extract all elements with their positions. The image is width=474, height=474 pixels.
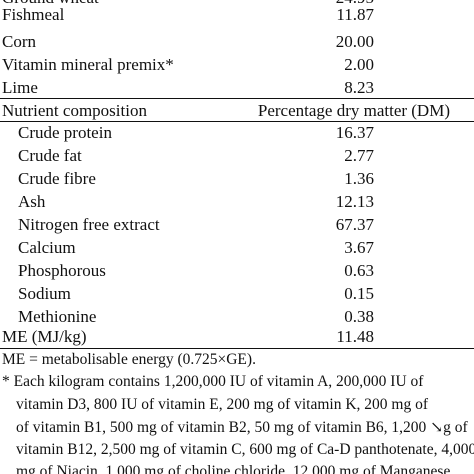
nutrient-row: Ash 12.13: [0, 190, 474, 214]
nutrient-row: Sodium 0.15: [0, 282, 474, 306]
nutrient-row: Calcium 3.67: [0, 236, 474, 260]
table-bottom-rule: [0, 348, 474, 349]
ingredient-label: Corn: [2, 32, 36, 51]
premix-footnote-line: of vitamin B1, 500 mg of vitamin B2, 50 …: [16, 419, 468, 436]
me-label: ME (MJ/kg): [2, 327, 87, 346]
nutrient-row: Nitrogen free extract 67.37: [0, 213, 474, 237]
nutrient-header-value: Percentage dry matter (DM): [257, 101, 450, 120]
clipped-ingredient-label: Ground wheat: [2, 0, 99, 10]
ingredient-label: Vitamin mineral premix*: [2, 55, 174, 74]
premix-footnote-line: mg of Niacin, 1,000 mg of choline chlori…: [16, 463, 455, 474]
ingredient-value: 20.00: [335, 32, 374, 51]
clipped-ingredient-row: Ground wheat 24.95: [0, 0, 474, 10]
nutrient-value: 2.77: [344, 146, 374, 165]
premix-footnote-line: vitamin B12, 2,500 mg of vitamin C, 600 …: [16, 441, 474, 458]
nutrient-header-label: Nutrient composition: [2, 101, 147, 120]
nutrient-row: Crude fibre 1.36: [0, 167, 474, 191]
nutrient-row: Methionine 0.38: [0, 305, 474, 329]
premix-footnote-line: * Each kilogram contains 1,200,000 IU of…: [2, 373, 424, 390]
me-row: ME (MJ/kg) 11.48: [0, 325, 474, 349]
nutrient-row: Crude protein 16.37: [0, 121, 474, 145]
ingredient-value: 11.87: [336, 5, 374, 24]
ingredient-row: Vitamin mineral premix* 2.00: [0, 53, 474, 77]
nutrient-row: Phosphorous 0.63: [0, 259, 474, 283]
clipped-ingredient-value: 24.95: [336, 0, 374, 10]
table-rule: [0, 98, 474, 99]
ingredient-label: Lime: [2, 78, 38, 97]
ingredient-value: 2.00: [344, 55, 374, 74]
nutrient-value: 3.67: [344, 238, 374, 257]
ingredient-value: 8.23: [344, 78, 374, 97]
nutrient-label: Nitrogen free extract: [18, 215, 160, 234]
nutrient-label: Sodium: [18, 284, 71, 303]
nutrient-value: 67.37: [335, 215, 374, 234]
ingredient-row: Fishmeal 11.87: [0, 3, 474, 27]
nutrient-row: Crude fat 2.77: [0, 144, 474, 168]
me-footnote: ME = metabolisable energy (0.725×GE).: [2, 351, 256, 368]
ingredient-label: Fishmeal: [2, 5, 65, 24]
nutrient-header-row: Nutrient composition Percentage dry matt…: [0, 99, 474, 123]
nutrient-label: Crude fibre: [18, 169, 96, 188]
table-rule: [0, 121, 474, 122]
ingredient-row: Lime 8.23: [0, 76, 474, 100]
nutrient-value: 0.15: [344, 284, 374, 303]
nutrient-value: 0.63: [344, 261, 374, 280]
nutrient-value: 1.36: [344, 169, 374, 188]
nutrient-label: Crude fat: [18, 146, 82, 165]
me-value: 11.48: [336, 327, 374, 346]
premix-footnote-line: vitamin D3, 800 IU of vitamin E, 200 mg …: [16, 396, 428, 413]
nutrient-label: Crude protein: [18, 123, 112, 142]
ingredient-row: Corn 20.00: [0, 30, 474, 54]
nutrient-value: 0.38: [344, 307, 374, 326]
nutrient-label: Phosphorous: [18, 261, 106, 280]
nutrient-label: Calcium: [18, 238, 76, 257]
nutrient-value: 12.13: [335, 192, 374, 211]
nutrient-label: Methionine: [18, 307, 97, 326]
nutrient-value: 16.37: [335, 123, 374, 142]
nutrient-label: Ash: [18, 192, 46, 211]
